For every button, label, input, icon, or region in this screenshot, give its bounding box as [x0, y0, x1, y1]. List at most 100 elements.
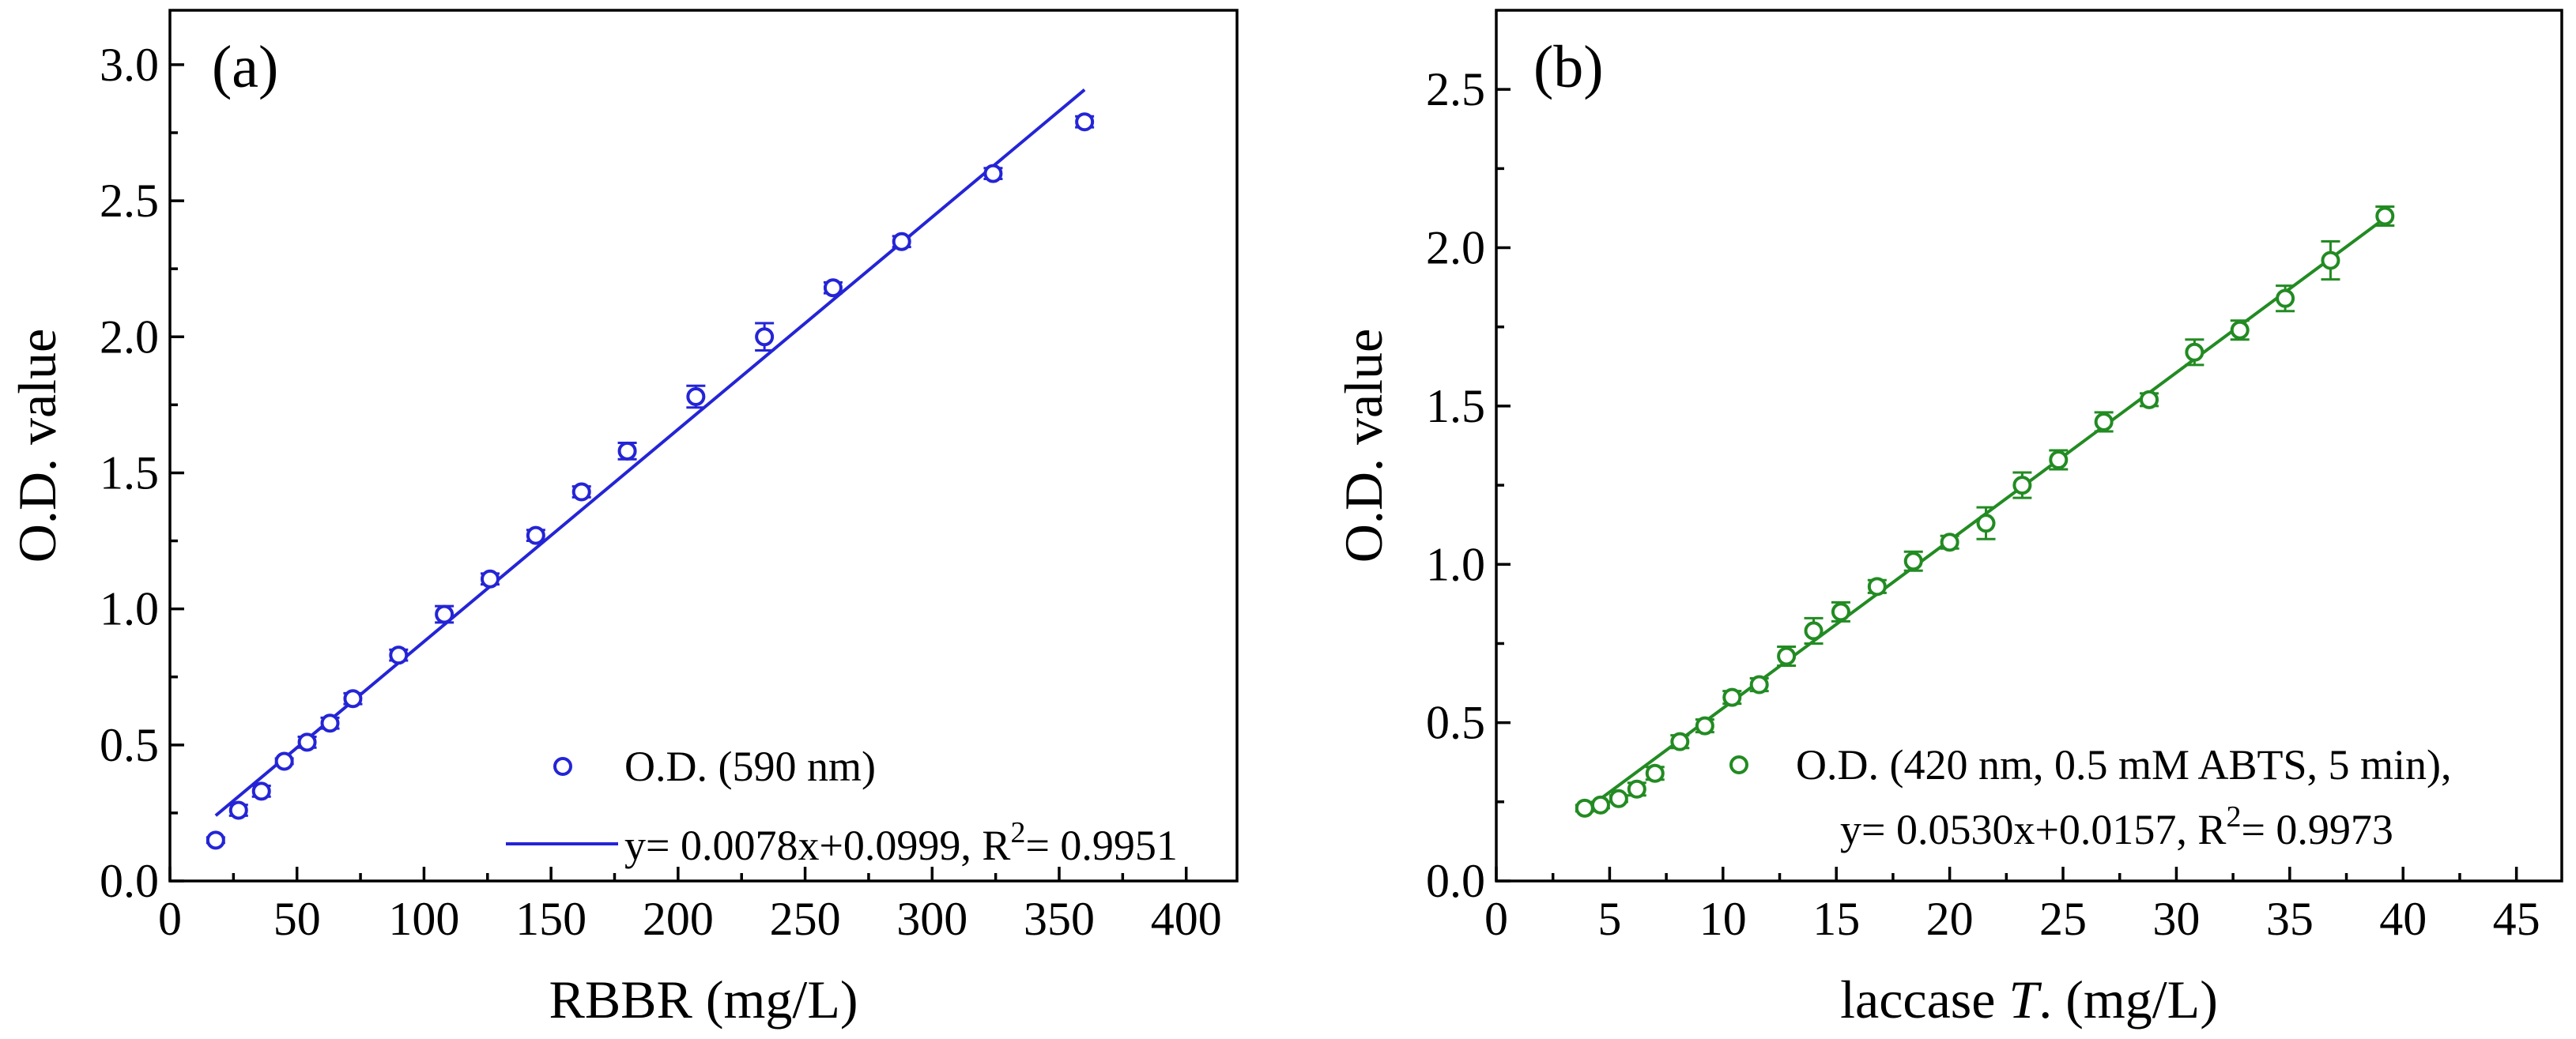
panel-b-point-marker	[2049, 450, 2069, 470]
panel-b-point-marker	[1695, 716, 1714, 736]
panel-a-y-tick-label: 1.5	[100, 446, 159, 499]
panel-a-data-point	[228, 800, 248, 820]
panel-a-x-tick-label: 0	[158, 893, 182, 945]
panel-b-point-marker	[1867, 577, 1887, 597]
panel-b-point-marker	[2185, 342, 2204, 362]
panel-a-data-point	[481, 569, 500, 589]
panel-b-data-point	[1777, 645, 1797, 668]
panel-a: 0 50 100 150 200 250 300 350 400 0.0 0.5 1.0 1.5 2.0…	[7, 9, 1239, 1030]
panel-b-point-marker	[1976, 514, 1996, 533]
panel-a-point-marker	[251, 781, 271, 801]
panel-a-point-marker	[983, 164, 1003, 183]
panel-b-data-point	[1831, 600, 1850, 623]
panel-a-x-tick-label: 350	[1024, 893, 1095, 945]
panel-a-legend: O.D. (590 nm) y= 0.0078x+0.0999, R2= 0.9…	[506, 743, 1178, 869]
panel-a-point-marker	[1075, 112, 1095, 132]
panel-b-x-tick-label: 10	[1699, 893, 1747, 945]
panel-b-data-point	[1695, 716, 1714, 736]
panel-b-point-marker	[2230, 320, 2250, 340]
panel-a-point-marker	[892, 232, 911, 251]
panel-b-x-tick-label: 15	[1812, 893, 1860, 945]
panel-b-point-marker	[1627, 779, 1646, 799]
panel-a-point-marker	[297, 732, 317, 752]
panel-a-data-point	[526, 525, 545, 545]
panel-b-point-marker	[1940, 533, 1959, 552]
panel-b-point-marker	[1670, 732, 1690, 751]
panel-a-point-marker	[823, 278, 843, 298]
panel-a-point-marker	[206, 830, 225, 850]
panel-b-legend-marker	[1729, 755, 1748, 774]
panel-b-point-marker	[2321, 250, 2340, 270]
panel-a-data-point	[274, 751, 294, 771]
panel-a-x-axis: 0 50 100 150 200 250 300 350 400	[158, 867, 1222, 945]
panel-b-point-marker	[2276, 288, 2295, 308]
panel-b-data-point	[1722, 687, 1742, 707]
panel-a-point-marker	[617, 441, 637, 461]
panel-a-legend-point-label: O.D. (590 nm)	[624, 743, 876, 790]
panel-b-point-marker	[1749, 675, 1769, 695]
panel-b-y-axis: 0.0 0.5 1.0 1.5 2.0 2.5	[1426, 63, 1511, 907]
panel-a-data-point	[320, 713, 340, 733]
panel-b-data-point	[1804, 616, 1824, 645]
panel-a-point-marker	[435, 604, 454, 624]
panel-a-data-point	[297, 732, 317, 752]
panel-b-point-marker	[1575, 798, 1594, 818]
panel-b-label: (b)	[1533, 34, 1604, 100]
panel-a-point-marker	[526, 525, 545, 545]
panel-a-fit-line	[214, 88, 1086, 817]
panel-b-data-point	[1609, 789, 1628, 808]
panel-b-x-tick-label: 40	[2379, 893, 2427, 945]
panel-b-data-point	[1976, 506, 1996, 540]
panel-b-point-marker	[1590, 795, 1610, 815]
panel-b-y-tick-label: 0.5	[1426, 697, 1485, 749]
panel-b-x-tick-label: 35	[2266, 893, 2314, 945]
panel-a-x-tick-label: 200	[643, 893, 714, 945]
panel-b-data-point	[1627, 779, 1646, 799]
panel-b-x-tick-label: 30	[2152, 893, 2200, 945]
panel-b-point-marker	[2012, 476, 2032, 495]
panel-a-y-tick-label: 2.0	[100, 311, 159, 363]
panel-a-point-marker	[686, 387, 706, 407]
panel-a-x-tick-label: 300	[896, 893, 967, 945]
panel-a-point-marker	[320, 713, 340, 733]
panel-b-legend: O.D. (420 nm, 0.5 mM ABTS, 5 min), y= 0.…	[1729, 741, 2452, 853]
panel-a-data-point	[1075, 112, 1095, 132]
panel-b-y-tick-label: 1.5	[1426, 380, 1485, 432]
panel-b-x-axis: 0 5 10 15 20 25 30 35 40 45	[1484, 867, 2540, 945]
panel-b: 0 5 10 15 20 25 30 35 40 45 0.0 0.5 1.0 1.5 2.0 2.5 (b…	[1333, 9, 2563, 1030]
panel-b-x-tick-label: 0	[1484, 893, 1508, 945]
panel-b-data-point	[2140, 390, 2159, 409]
panel-b-point-marker	[1804, 621, 1824, 641]
panel-a-y-tick-label: 3.0	[100, 39, 159, 91]
panel-b-data-point	[1670, 732, 1690, 751]
panel-b-data-point	[2049, 449, 2069, 471]
panel-a-marks	[206, 88, 1095, 850]
panel-b-data-point	[2185, 338, 2204, 367]
panel-a-x-tick-label: 150	[515, 893, 586, 945]
panel-a-point-marker	[571, 482, 591, 502]
panel-b-point-marker	[1903, 551, 1923, 571]
panel-b-point-marker	[1722, 687, 1742, 707]
panel-a-point-marker	[481, 569, 500, 589]
panel-a-data-point	[435, 604, 454, 624]
panel-b-point-marker	[2140, 390, 2159, 409]
panel-b-legend-fit-label: y= 0.0530x+0.0157, R2= 0.9973	[1840, 800, 2393, 853]
panel-a-y-axis: 0.0 0.5 1.0 1.5 2.0 2.5 3.0	[100, 39, 184, 907]
panel-b-y-tick-label: 2.0	[1426, 222, 1485, 274]
panel-a-x-tick-label: 250	[770, 893, 841, 945]
panel-b-data-point	[2012, 471, 2032, 499]
panel-a-point-marker	[389, 646, 409, 665]
panel-b-data-point	[2094, 411, 2114, 433]
panel-a-point-marker	[755, 327, 775, 347]
panel-b-data-point	[2230, 319, 2250, 341]
panel-a-label: (a)	[212, 34, 278, 100]
panel-b-point-marker	[1609, 789, 1628, 808]
panel-a-data-point	[755, 322, 775, 352]
panel-a-x-tick-label: 50	[273, 893, 321, 945]
panel-b-y-tick-label: 0.0	[1426, 855, 1485, 907]
panel-b-frame	[1495, 9, 2563, 883]
panel-b-data-point	[2375, 205, 2395, 227]
panel-b-y-axis-title: O.D. value	[1333, 329, 1394, 563]
panel-a-y-axis-title: O.D. value	[7, 329, 67, 563]
